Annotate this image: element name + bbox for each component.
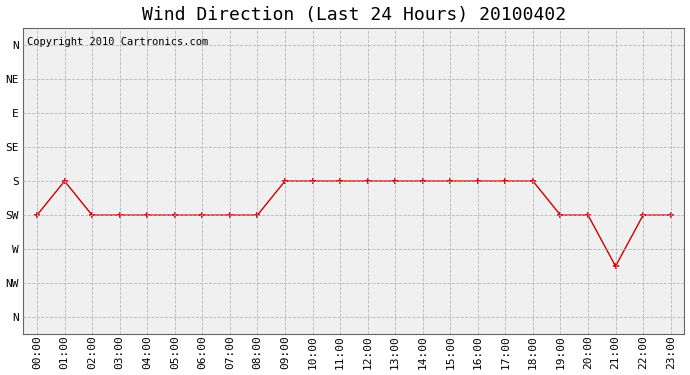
- Title: Wind Direction (Last 24 Hours) 20100402: Wind Direction (Last 24 Hours) 20100402: [141, 6, 566, 24]
- Text: Copyright 2010 Cartronics.com: Copyright 2010 Cartronics.com: [26, 37, 208, 47]
